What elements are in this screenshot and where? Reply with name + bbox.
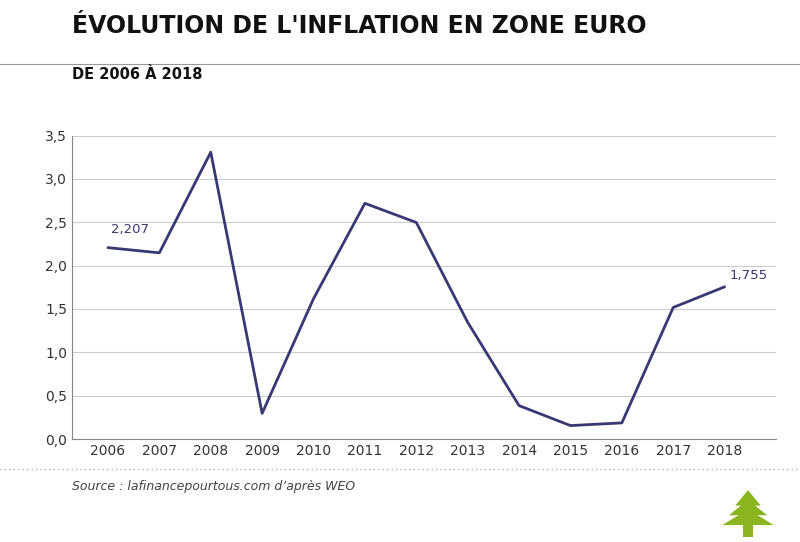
Polygon shape xyxy=(735,490,761,506)
Text: Source : lafinancepourtous.com d’après WEO: Source : lafinancepourtous.com d’après W… xyxy=(72,480,355,493)
Polygon shape xyxy=(729,500,767,515)
Polygon shape xyxy=(722,509,774,525)
Text: 1,755: 1,755 xyxy=(730,269,768,282)
Text: 2,207: 2,207 xyxy=(110,223,149,236)
Text: ÉVOLUTION DE L'INFLATION EN ZONE EURO: ÉVOLUTION DE L'INFLATION EN ZONE EURO xyxy=(72,14,646,37)
Bar xyxy=(743,525,753,537)
Text: DE 2006 À 2018: DE 2006 À 2018 xyxy=(72,67,202,82)
